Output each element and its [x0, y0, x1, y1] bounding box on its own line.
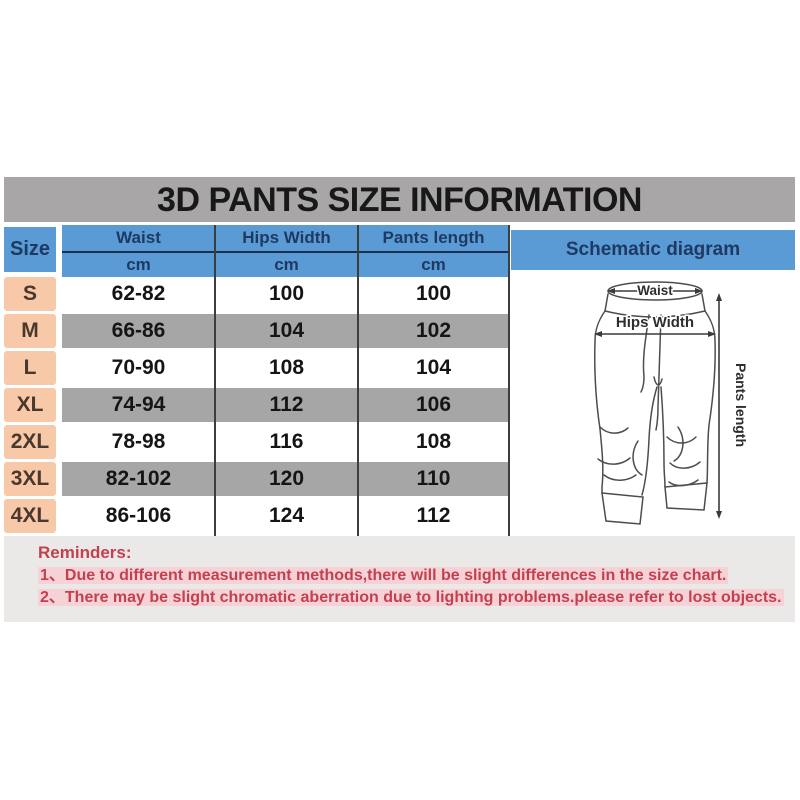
hips-value: 116 [215, 425, 358, 459]
size-cell: 3XL [4, 462, 56, 496]
column-header-waist: Waist [62, 225, 215, 251]
waist-value: 86-106 [62, 499, 215, 533]
table-row: M 66-86 104 102 [4, 314, 509, 348]
length-value: 108 [358, 425, 509, 459]
size-cell: XL [4, 388, 56, 422]
grid-line [508, 225, 510, 536]
length-value: 100 [358, 277, 509, 311]
size-cell: 2XL [4, 425, 56, 459]
waist-value: 66-86 [62, 314, 215, 348]
size-chart-card: 3D PANTS SIZE INFORMATION Size Waist Hip… [4, 177, 795, 622]
page-title: 3D PANTS SIZE INFORMATION [4, 177, 795, 222]
table-row: 2XL 78-98 116 108 [4, 425, 509, 459]
grid-line [214, 225, 216, 536]
unit-label-hips: cm [215, 253, 358, 277]
waist-value: 78-98 [62, 425, 215, 459]
size-column-header: Size [4, 227, 56, 272]
header-divider [62, 251, 509, 253]
reminder-text: 2、There may be slight chromatic aberrati… [38, 589, 784, 606]
length-value: 104 [358, 351, 509, 385]
hips-width-label: Hips Width [616, 314, 694, 331]
unit-label-waist: cm [62, 253, 215, 277]
table-row: L 70-90 108 104 [4, 351, 509, 385]
waist-value: 70-90 [62, 351, 215, 385]
waist-value: 62-82 [62, 277, 215, 311]
table-row: 4XL 86-106 124 112 [4, 499, 509, 533]
size-cell: 4XL [4, 499, 56, 533]
schematic-header: Schematic diagram [511, 230, 795, 270]
unit-label-length: cm [358, 253, 509, 277]
size-cell: S [4, 277, 56, 311]
waist-label: Waist [637, 283, 673, 298]
table-row: XL 74-94 112 106 [4, 388, 509, 422]
hips-value: 108 [215, 351, 358, 385]
length-value: 106 [358, 388, 509, 422]
pants-length-label: Pants length [733, 363, 749, 447]
table-row: 3XL 82-102 120 110 [4, 462, 509, 496]
reminder-item: 2、There may be slight chromatic aberrati… [38, 587, 785, 608]
column-header-pants-length: Pants length [358, 225, 509, 251]
waist-value: 82-102 [62, 462, 215, 496]
reminders-heading: Reminders: [38, 543, 132, 562]
reminder-text: 1、Due to different measurement methods,t… [38, 567, 729, 584]
hips-value: 100 [215, 277, 358, 311]
reminders-section: Reminders: 1、Due to different measuremen… [4, 536, 795, 622]
size-table-body: S 62-82 100 100 M 66-86 104 102 L 70-90 … [4, 277, 509, 536]
grid-line [357, 225, 359, 536]
hips-value: 124 [215, 499, 358, 533]
length-value: 110 [358, 462, 509, 496]
hips-value: 112 [215, 388, 358, 422]
length-value: 102 [358, 314, 509, 348]
column-header-hips-width: Hips Width [215, 225, 358, 251]
size-cell: L [4, 351, 56, 385]
size-cell: M [4, 314, 56, 348]
table-row: S 62-82 100 100 [4, 277, 509, 311]
hips-value: 104 [215, 314, 358, 348]
pants-schematic-diagram: Waist Hips Width Pants length [594, 281, 751, 525]
waist-value: 74-94 [62, 388, 215, 422]
reminder-item: 1、Due to different measurement methods,t… [38, 565, 785, 586]
hips-value: 120 [215, 462, 358, 496]
length-value: 112 [358, 499, 509, 533]
